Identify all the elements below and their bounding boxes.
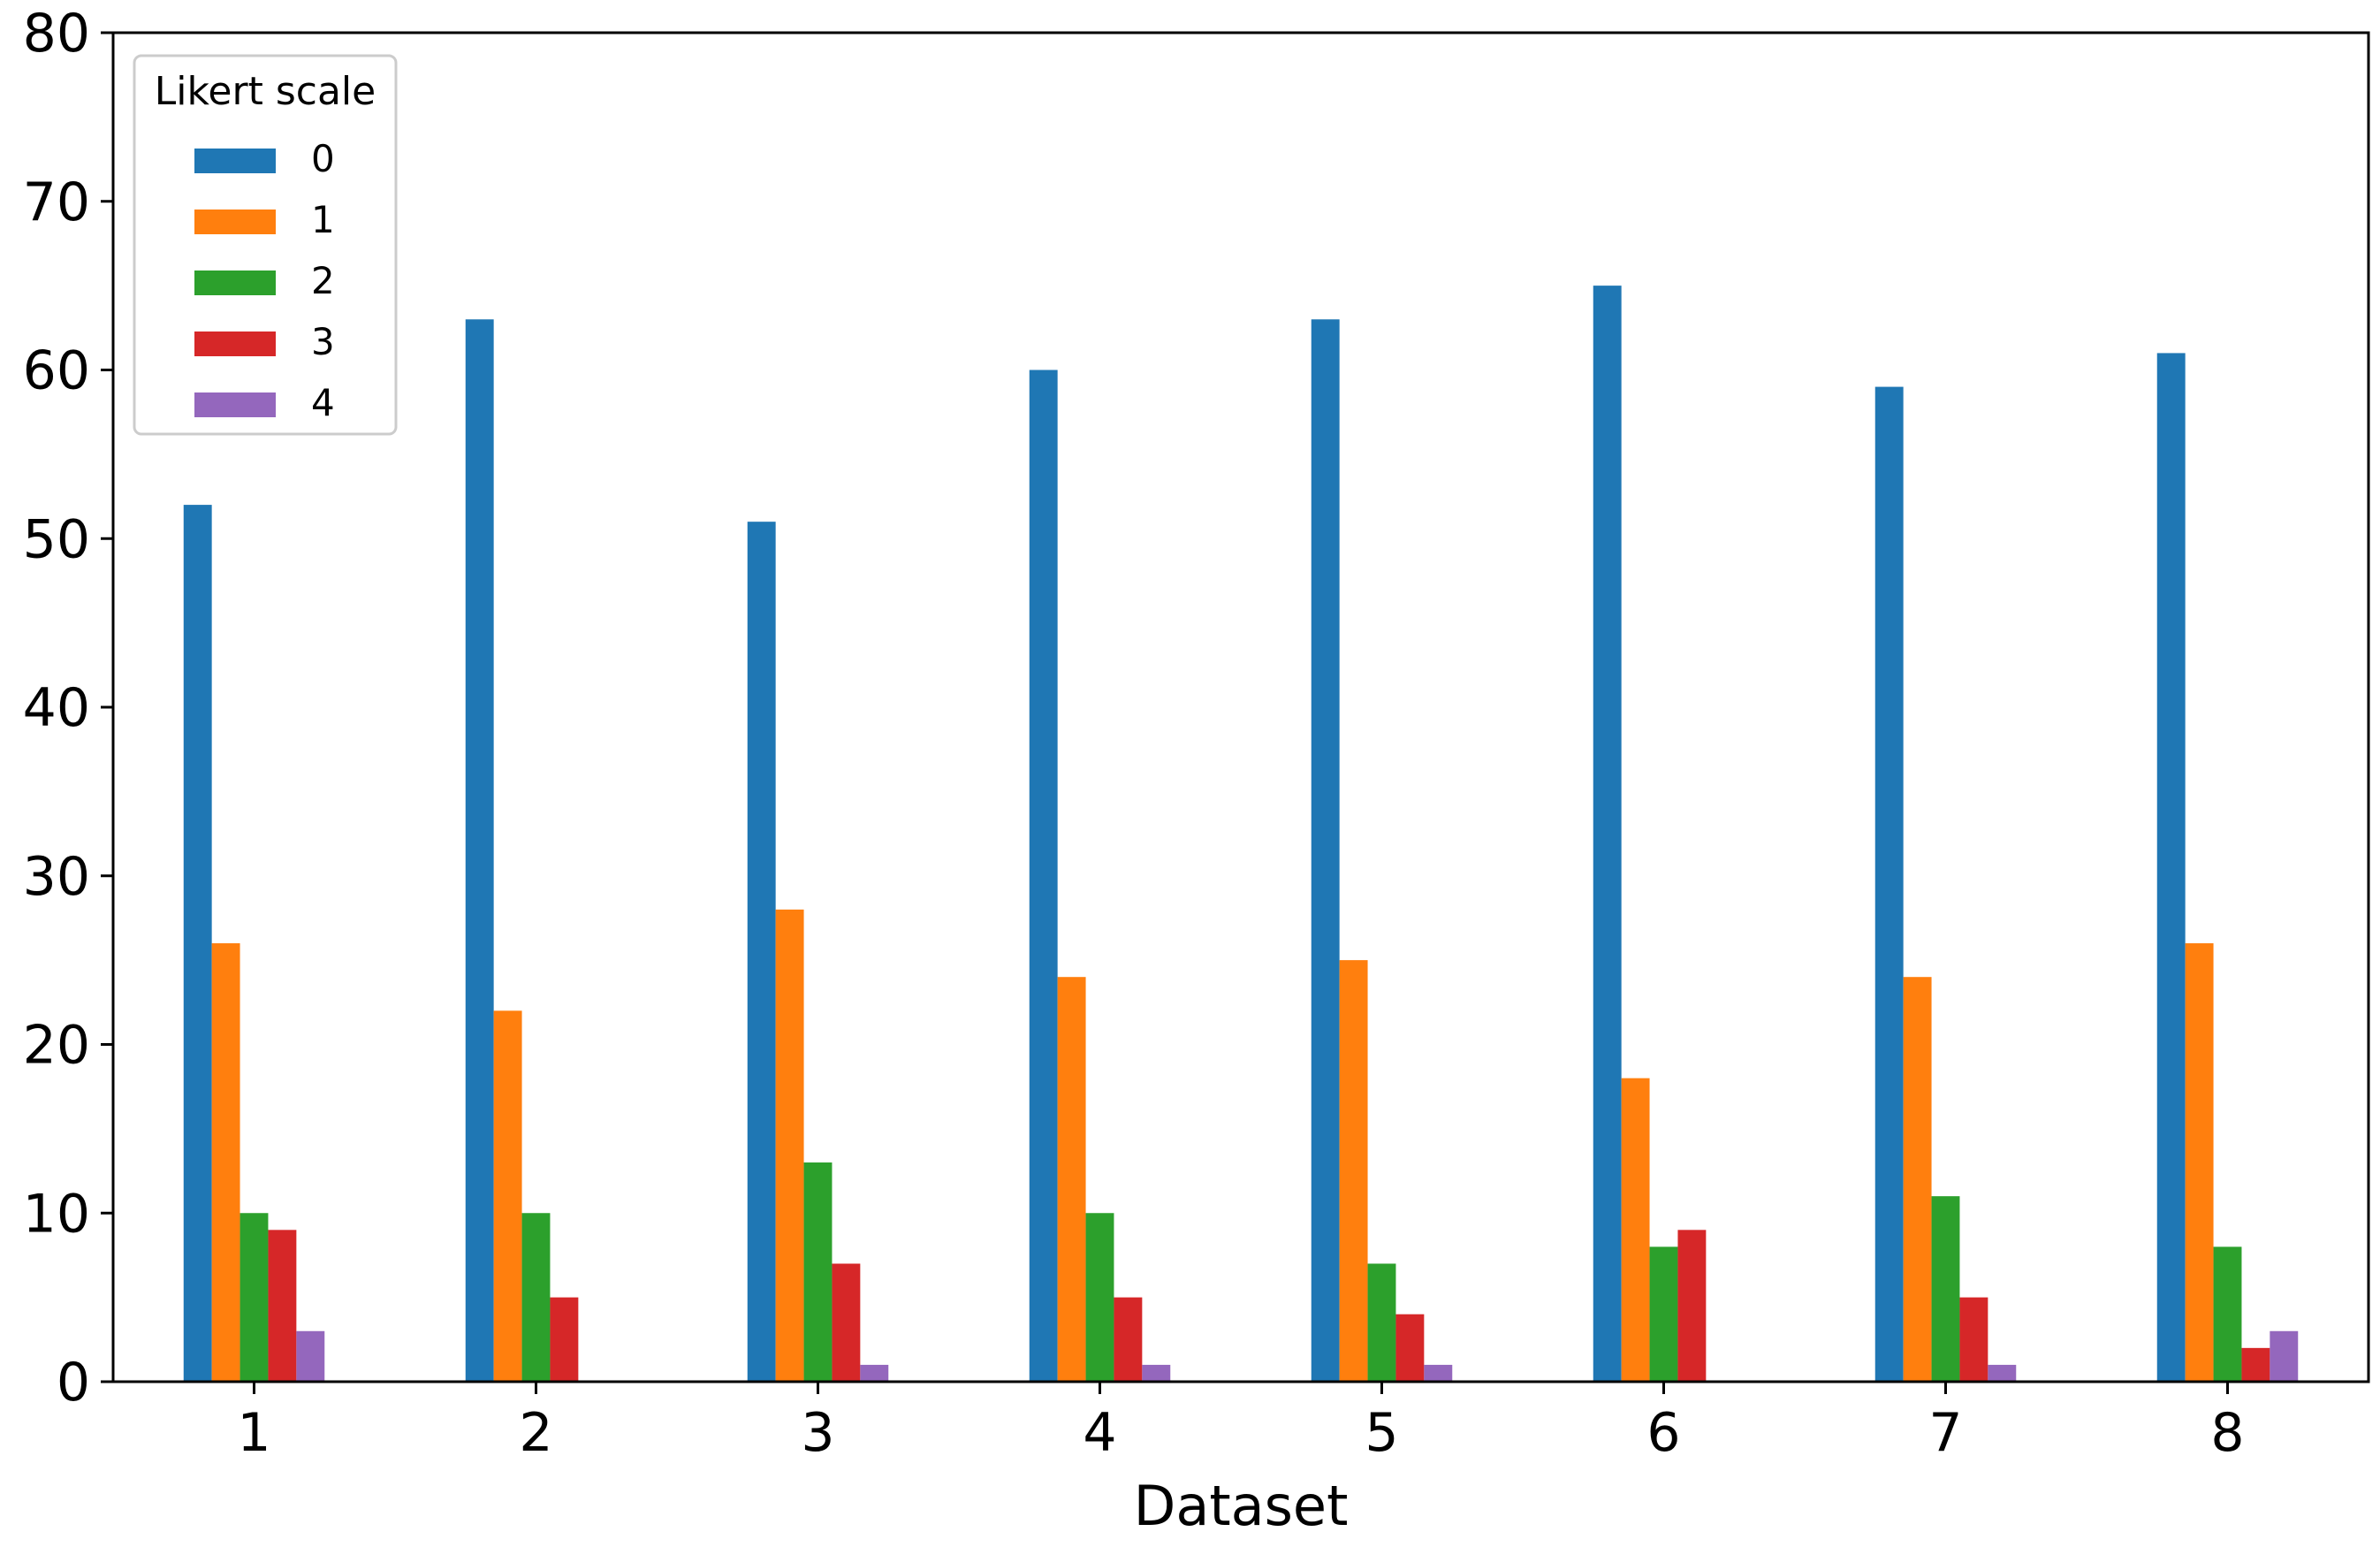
bar-dataset-2-likert-3 <box>550 1297 579 1382</box>
legend-swatch-0 <box>194 149 276 173</box>
legend-label-3: 3 <box>311 320 335 363</box>
bar-dataset-7-likert-0 <box>1874 386 1904 1383</box>
y-tick-label: 20 <box>23 1015 90 1077</box>
bar-dataset-5-likert-4 <box>1424 1364 1453 1382</box>
bar-dataset-2-likert-1 <box>493 1010 522 1382</box>
x-tick-label: 4 <box>1083 1402 1116 1464</box>
bar-dataset-3-likert-0 <box>747 522 776 1382</box>
bar-dataset-8-likert-3 <box>2241 1347 2270 1382</box>
x-tick-label: 3 <box>801 1402 834 1464</box>
bar-dataset-5-likert-2 <box>1367 1263 1396 1382</box>
bar-dataset-8-likert-2 <box>2213 1246 2242 1382</box>
legend-swatch-2 <box>194 271 276 295</box>
bar-dataset-4-likert-0 <box>1029 370 1058 1382</box>
bar-dataset-4-likert-1 <box>1057 977 1086 1382</box>
bar-dataset-4-likert-4 <box>1142 1364 1171 1382</box>
bar-dataset-5-likert-1 <box>1339 960 1368 1382</box>
bar-dataset-2-likert-2 <box>521 1213 551 1382</box>
x-tick-label: 1 <box>237 1402 270 1464</box>
bars-group <box>183 286 2299 1383</box>
legend-swatch-3 <box>194 332 276 356</box>
x-axis-label: Dataset <box>1134 1474 1349 1538</box>
legend-label-1: 1 <box>311 198 335 241</box>
bar-dataset-2-likert-0 <box>465 319 494 1382</box>
y-tick-label: 10 <box>23 1183 90 1245</box>
legend-label-0: 0 <box>311 137 335 180</box>
bar-dataset-7-likert-4 <box>1988 1364 2017 1382</box>
y-tick-label: 40 <box>23 677 90 739</box>
bar-dataset-5-likert-3 <box>1395 1314 1425 1382</box>
x-axis: 1 2 3 4 5 6 7 8 <box>237 1382 2245 1464</box>
bar-dataset-1-likert-0 <box>183 505 212 1382</box>
y-tick-label: 70 <box>23 171 90 233</box>
bar-dataset-6-likert-3 <box>1677 1230 1707 1382</box>
bar-dataset-5-likert-0 <box>1311 319 1340 1382</box>
plot-frame <box>111 31 2370 1383</box>
bar-dataset-6-likert-0 <box>1593 286 1622 1382</box>
bar-dataset-4-likert-3 <box>1114 1297 1143 1382</box>
legend-title: Likert scale <box>155 69 376 114</box>
bar-dataset-1-likert-4 <box>296 1330 325 1382</box>
x-tick-label: 6 <box>1646 1402 1680 1464</box>
bar-dataset-3-likert-3 <box>832 1263 861 1382</box>
bar-dataset-8-likert-4 <box>2270 1330 2299 1382</box>
legend-label-2: 2 <box>311 259 335 302</box>
bar-dataset-1-likert-1 <box>211 943 240 1382</box>
bar-dataset-6-likert-1 <box>1621 1078 1650 1382</box>
y-axis: 0 10 20 30 40 50 60 70 80 <box>23 3 113 1414</box>
bar-dataset-7-likert-3 <box>1959 1297 1988 1382</box>
legend-swatch-1 <box>194 210 276 234</box>
y-tick-label: 80 <box>23 3 90 65</box>
bar-dataset-6-likert-2 <box>1649 1246 1678 1382</box>
bar-dataset-1-likert-3 <box>268 1230 297 1382</box>
y-tick-label: 30 <box>23 846 90 908</box>
bar-dataset-8-likert-0 <box>2156 353 2186 1382</box>
legend-swatch-4 <box>194 392 276 417</box>
legend: Likert scale 0 1 2 3 4 <box>133 54 398 436</box>
x-tick-label: 2 <box>519 1402 552 1464</box>
x-tick-label: 5 <box>1365 1402 1398 1464</box>
bar-dataset-7-likert-1 <box>1903 977 1932 1382</box>
legend-label-4: 4 <box>311 381 335 424</box>
y-tick-label: 0 <box>57 1352 90 1414</box>
bar-dataset-7-likert-2 <box>1931 1196 1960 1382</box>
x-tick-label: 8 <box>2210 1402 2244 1464</box>
y-tick-label: 60 <box>23 340 90 402</box>
bar-dataset-1-likert-2 <box>240 1213 269 1382</box>
bar-dataset-4-likert-2 <box>1085 1213 1114 1382</box>
x-tick-label: 7 <box>1928 1402 1962 1464</box>
bar-dataset-8-likert-1 <box>2185 943 2214 1382</box>
bar-dataset-3-likert-1 <box>775 909 804 1382</box>
y-tick-label: 50 <box>23 508 90 570</box>
bar-dataset-3-likert-2 <box>803 1162 833 1382</box>
bar-dataset-3-likert-4 <box>860 1364 889 1382</box>
